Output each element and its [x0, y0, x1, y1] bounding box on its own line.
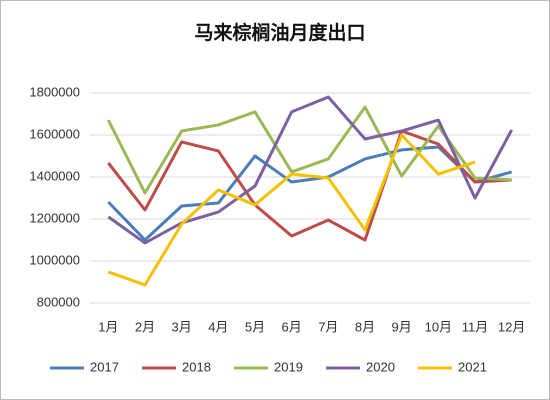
x-tick-label: 2月: [135, 319, 155, 334]
series-line: [107, 129, 512, 242]
x-tick-label: 6月: [282, 319, 302, 334]
x-tick-label: 12月: [498, 319, 525, 334]
y-tick-label: 800000: [37, 294, 80, 309]
legend-label: 2019: [274, 359, 303, 374]
chart-title: 马来棕榈油月度出口: [194, 21, 365, 44]
x-tick-label: 8月: [355, 319, 375, 334]
series-line: [107, 145, 513, 242]
x-tick-label: 5月: [245, 319, 265, 334]
y-tick-label: 1200000: [29, 210, 80, 225]
series-line: [107, 133, 476, 287]
y-tick-label: 1800000: [29, 84, 80, 99]
x-tick-label: 4月: [208, 319, 228, 334]
y-tick-label: 1400000: [29, 168, 80, 183]
x-tick-label: 7月: [318, 319, 338, 334]
legend-label: 2020: [366, 359, 395, 374]
x-tick-label: 11月: [462, 319, 489, 334]
x-tick-label: 1月: [98, 319, 118, 334]
legend-label: 2021: [458, 359, 487, 374]
legend-label: 2018: [182, 359, 211, 374]
x-tick-label: 3月: [172, 319, 192, 334]
series-line: [107, 95, 513, 245]
x-tick-label: 10月: [425, 319, 452, 334]
y-tick-label: 1000000: [29, 252, 80, 267]
y-tick-label: 1600000: [29, 126, 80, 141]
x-tick-label: 9月: [392, 319, 412, 334]
legend-label: 2017: [90, 359, 119, 374]
